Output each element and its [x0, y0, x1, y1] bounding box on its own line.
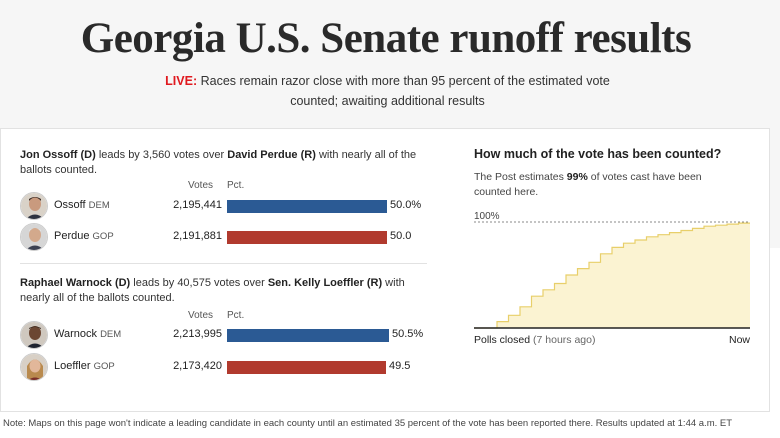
- avatar-warnock: [20, 321, 48, 349]
- background-strip: [770, 128, 780, 248]
- candidate-name: Warnock DEM: [54, 328, 121, 340]
- summary-tail: with nearly all of the ballots counted.: [20, 149, 417, 176]
- candidate-pct: 50.5%: [392, 328, 424, 340]
- avatar-ossoff: [20, 192, 48, 220]
- counted-text-start: The Post estimates: [474, 171, 567, 183]
- candidate-row-perdue: Perdue GOP 2,191,881 50.0: [20, 223, 430, 251]
- progress-area: [474, 223, 750, 328]
- candidate-name-text: Warnock: [54, 328, 97, 340]
- chart-x-end: Now: [729, 334, 750, 346]
- candidate-name-text: Perdue: [54, 230, 90, 242]
- counted-pct: 99%: [566, 171, 588, 183]
- summary-text: leads by 40,575 votes over: [130, 277, 268, 289]
- vote-bar-track: [227, 329, 393, 342]
- vote-bar: [227, 361, 386, 374]
- race-summary: Raphael Warnock (D) leads by 40,575 vote…: [20, 276, 430, 306]
- candidate-name-text: Loeffler: [54, 360, 91, 372]
- candidate-row-ossoff: Ossoff DEM 2,195,441 50.0%: [20, 192, 430, 220]
- vote-bar: [227, 231, 387, 244]
- chart-x-start: Polls closed (7 hours ago): [474, 334, 595, 346]
- candidate-pct: 49.5: [389, 360, 411, 372]
- race-warnock-loeffler: Raphael Warnock (D) leads by 40,575 vote…: [20, 276, 430, 381]
- x-start-label: Polls closed: [474, 334, 530, 346]
- votes-column-header: Votes: [188, 310, 214, 321]
- summary-text: leads by 3,560 votes over: [95, 149, 228, 161]
- candidate-row-warnock: Warnock DEM 2,213,995 50.5%: [20, 321, 430, 349]
- progress-line: [474, 222, 750, 329]
- candidate-pct: 50.0: [390, 230, 412, 242]
- race-ossoff-perdue: Jon Ossoff (D) leads by 3,560 votes over…: [20, 148, 430, 251]
- footnote: Note: Maps on this page won't indicate a…: [3, 418, 733, 429]
- chart-y-label: 100%: [474, 211, 500, 222]
- candidate-party: GOP: [92, 231, 114, 242]
- trailer-name: Sen. Kelly Loeffler (R): [267, 277, 383, 289]
- counted-text-end: of votes cast have been counted here.: [474, 171, 702, 198]
- candidate-party: DEM: [100, 329, 122, 340]
- vote-bar: [227, 329, 389, 342]
- vote-bar-track: [227, 361, 393, 374]
- candidate-party: GOP: [93, 361, 115, 372]
- page-title: Georgia U.S. Senate runoff results: [80, 15, 692, 62]
- candidate-name: Loeffler GOP: [54, 360, 115, 372]
- candidate-name: Ossoff DEM: [54, 199, 110, 211]
- summary-tail: with nearly all of the ballots counted.: [20, 277, 405, 304]
- vote-bar-track: [227, 231, 393, 244]
- candidate-name-text: Ossoff: [54, 199, 86, 211]
- counted-title: How much of the vote has been counted?: [474, 147, 722, 161]
- candidate-pct: 50.0%: [390, 199, 422, 211]
- header-band: [0, 0, 780, 128]
- pct-column-header: Pct.: [227, 180, 245, 191]
- vote-bar: [227, 200, 387, 213]
- vote-progress-chart: 100% Polls closed (7 hours ago) Now: [474, 211, 750, 346]
- live-text: Races remain razor close with more than …: [200, 74, 610, 108]
- candidate-row-loeffler: Loeffler GOP 2,173,420 49.5: [20, 353, 430, 381]
- race-divider: [20, 263, 427, 264]
- leader-name: Jon Ossoff (D): [20, 149, 96, 161]
- vote-counted-panel: How much of the vote has been counted? T…: [474, 147, 754, 198]
- leader-name: Raphael Warnock (D): [20, 277, 131, 289]
- candidate-votes: 2,195,441: [173, 199, 222, 211]
- candidate-votes: 2,213,995: [173, 328, 222, 340]
- counted-description: The Post estimates 99% of votes cast hav…: [474, 170, 729, 200]
- trailer-name: David Perdue (R): [227, 149, 316, 161]
- candidate-votes: 2,173,420: [173, 360, 222, 372]
- candidate-party: DEM: [88, 200, 110, 211]
- live-update: LIVE: Races remain razor close with more…: [160, 71, 615, 111]
- avatar-perdue: [20, 223, 48, 251]
- live-tag: LIVE:: [165, 74, 198, 88]
- race-summary: Jon Ossoff (D) leads by 3,560 votes over…: [20, 148, 430, 178]
- x-start-note: (7 hours ago): [533, 334, 595, 346]
- avatar-loeffler: [20, 353, 48, 381]
- votes-column-header: Votes: [188, 180, 214, 191]
- candidate-votes: 2,191,881: [173, 230, 222, 242]
- candidate-name: Perdue GOP: [54, 230, 114, 242]
- vote-bar-track: [227, 200, 393, 213]
- pct-column-header: Pct.: [227, 310, 245, 321]
